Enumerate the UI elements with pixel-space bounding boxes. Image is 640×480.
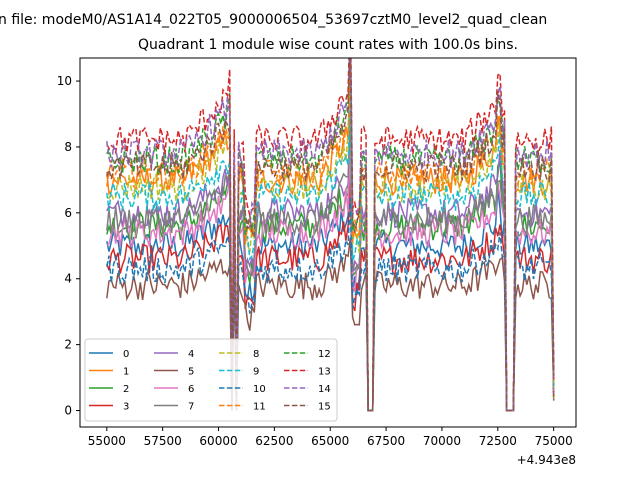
legend-label: 4 [188,349,194,360]
x-tick-label: 62500 [255,434,293,448]
y-tick-label: 10 [57,74,72,88]
legend-label: 15 [318,402,331,413]
series-line-14 [106,58,555,412]
x-tick-label: 67500 [367,434,405,448]
series-line-9 [106,97,555,412]
series-line-10 [106,198,555,412]
figure-suptitle: n file: modeM0/AS1A14_022T05_9000006504_… [0,12,547,28]
y-tick-label: 6 [64,206,72,220]
y-tick-label: 8 [64,140,72,154]
x-tick-label: 60000 [199,434,237,448]
series-line-8 [106,78,555,412]
series-layer [106,58,555,412]
x-axis: 55000 57500 60000 62500 65000 67500 70000 72500… [88,427,573,448]
legend-box [84,338,338,422]
x-offset-label: +4.943e8 [517,453,576,467]
legend-label: 14 [318,384,331,395]
y-tick-label: 2 [64,338,72,352]
series-line-13 [106,58,555,412]
legend-label: 6 [188,384,194,395]
legend-label: 2 [123,384,129,395]
series-line-15 [106,58,555,412]
legend-label: 13 [318,367,331,378]
series-line-6 [106,143,555,412]
legend-label: 9 [253,367,259,378]
legend-label: 1 [123,367,129,378]
legend-label: 5 [188,367,194,378]
plot-frame [79,57,577,428]
series-line-3 [106,182,555,412]
x-tick-label: 65000 [311,434,349,448]
legend-label: 11 [253,402,266,413]
x-tick-label: 55000 [88,434,126,448]
legend-label: 10 [253,384,266,395]
y-axis: 0 2 4 6 8 10 [57,74,80,418]
x-tick-label: 75000 [535,434,573,448]
x-tick-label: 57500 [144,434,182,448]
legend-label: 7 [188,402,194,413]
y-tick-label: 0 [64,404,72,418]
series-line-12 [106,58,555,412]
x-tick-label: 70000 [423,434,461,448]
legend-label: 0 [123,349,129,360]
legend-label: 8 [253,349,259,360]
series-line-5 [106,237,555,412]
y-tick-label: 4 [64,272,72,286]
x-tick-label: 72500 [479,434,517,448]
series-line-7 [106,114,555,412]
legend-label: 3 [123,402,129,413]
chart-title: Quadrant 1 module wise count rates with … [138,37,518,53]
legend-label: 12 [318,349,331,360]
